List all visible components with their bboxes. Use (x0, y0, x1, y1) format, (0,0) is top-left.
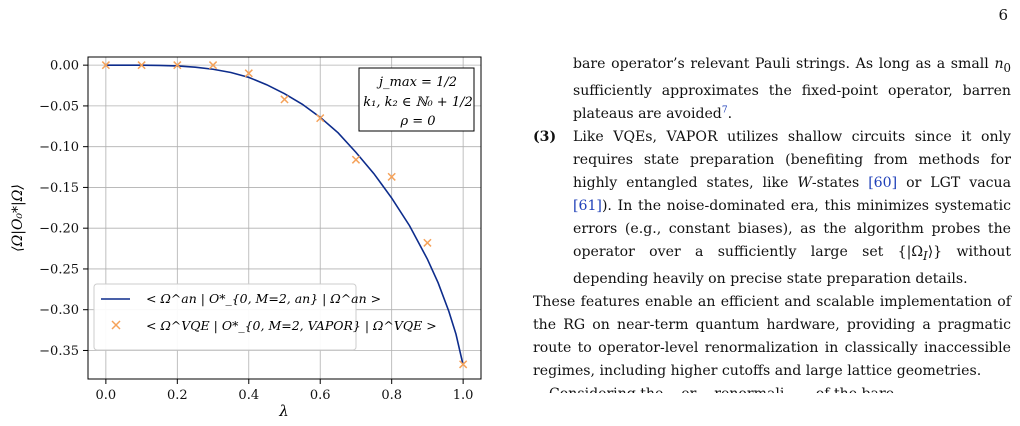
y-tick-label: 0.00 (50, 59, 79, 74)
y-tick-label: −0.25 (39, 262, 79, 277)
vqe-point-stroke (423, 238, 432, 247)
vqe-point (316, 114, 325, 123)
y-tick-label: −0.05 (39, 99, 79, 114)
vqe-point (101, 61, 110, 70)
series-vqe (101, 61, 468, 369)
vqe-point-stroke (351, 155, 361, 164)
page-number: 6 (998, 6, 1008, 24)
paragraph-features: These features enable an efficient and s… (533, 293, 1011, 379)
vqe-point-stroke (208, 61, 218, 70)
series-analytic (105, 64, 464, 366)
param-jmax: j_max = 1/2 (376, 75, 457, 90)
y-tick-label: −0.15 (39, 181, 79, 196)
citation-60[interactable]: [60] (868, 174, 898, 191)
figure-chart: 0.0 0.2 0.4 0.6 0.8 1.0 0.00 −0.05 −0.10 −0.15 −0… (10, 56, 482, 420)
legend-marker-swatch (111, 320, 121, 330)
vqe-point-stroke (280, 95, 289, 104)
legend: < Ω^an | O*_{0, M=2, an} | Ω^an > < Ω^VQ… (93, 283, 437, 351)
y-tick-label: −0.20 (39, 222, 79, 237)
vqe-point-stroke (137, 61, 146, 70)
analytic-curve (105, 64, 464, 366)
text-column: bare operator’s relevant Pauli strings. … (533, 53, 1011, 393)
vqe-point (173, 61, 182, 70)
list-item-label: (3) (533, 128, 557, 145)
param-k: k₁, k₂ ∈ ℕ₀ + 1/2 (363, 95, 473, 110)
x-tick-label: 0.8 (381, 388, 402, 403)
y-axis-label: ⟨Ω|O₀*|Ω⟩ (10, 184, 26, 252)
paragraph-considering: Considering the ...er ...renormali... ..… (533, 383, 1011, 393)
legend-label-analytic: < Ω^an | O*_{0, M=2, an} | Ω^an > (146, 291, 381, 306)
x-tick-label: 1.0 (453, 388, 474, 403)
list-item-3: (3) Like VQEs, VAPOR utilizes shallow cir… (533, 126, 1011, 291)
vqe-point-stroke (316, 114, 325, 123)
vqe-point (387, 172, 396, 181)
x-ticks: 0.0 0.2 0.4 0.6 0.8 1.0 (96, 379, 474, 403)
y-tick-label: −0.10 (39, 140, 79, 155)
vqe-point-stroke (173, 61, 182, 70)
y-ticks: 0.00 −0.05 −0.10 −0.15 −0.20 −0.25 −0.30 −0.35 (39, 59, 88, 359)
citation-61[interactable]: [61] (573, 197, 602, 214)
footnote-ref-7[interactable]: 7 (721, 105, 728, 116)
y-tick-label: −0.30 (39, 303, 79, 318)
vqe-point-stroke (101, 61, 110, 70)
x-tick-label: 0.6 (310, 388, 331, 403)
vqe-point (137, 61, 146, 70)
vqe-point (351, 155, 361, 164)
paragraph-continued: bare operator’s relevant Pauli strings. … (573, 56, 1011, 122)
vqe-point (459, 360, 468, 369)
y-tick-label: −0.35 (39, 344, 79, 359)
vqe-point-stroke (387, 172, 396, 181)
x-axis-label: λ (278, 402, 289, 420)
vqe-point (208, 61, 218, 70)
x-tick-label: 0.2 (167, 388, 188, 403)
param-rho: ρ = 0 (399, 114, 435, 129)
vqe-point (280, 95, 289, 104)
parameter-box: j_max = 1/2 k₁, k₂ ∈ ℕ₀ + 1/2 ρ = 0 (358, 67, 475, 132)
x-tick-label: 0.4 (238, 388, 259, 403)
vqe-point-stroke (244, 69, 253, 78)
vqe-point (423, 238, 432, 247)
plot-frame (87, 56, 482, 380)
vqe-point (244, 69, 253, 78)
x-tick-label: 0.0 (96, 388, 117, 403)
vqe-point-stroke (459, 360, 468, 369)
legend-label-vqe: < Ω^VQE | O*_{0, M=2, VAPOR} | Ω^VQE > (146, 318, 437, 333)
